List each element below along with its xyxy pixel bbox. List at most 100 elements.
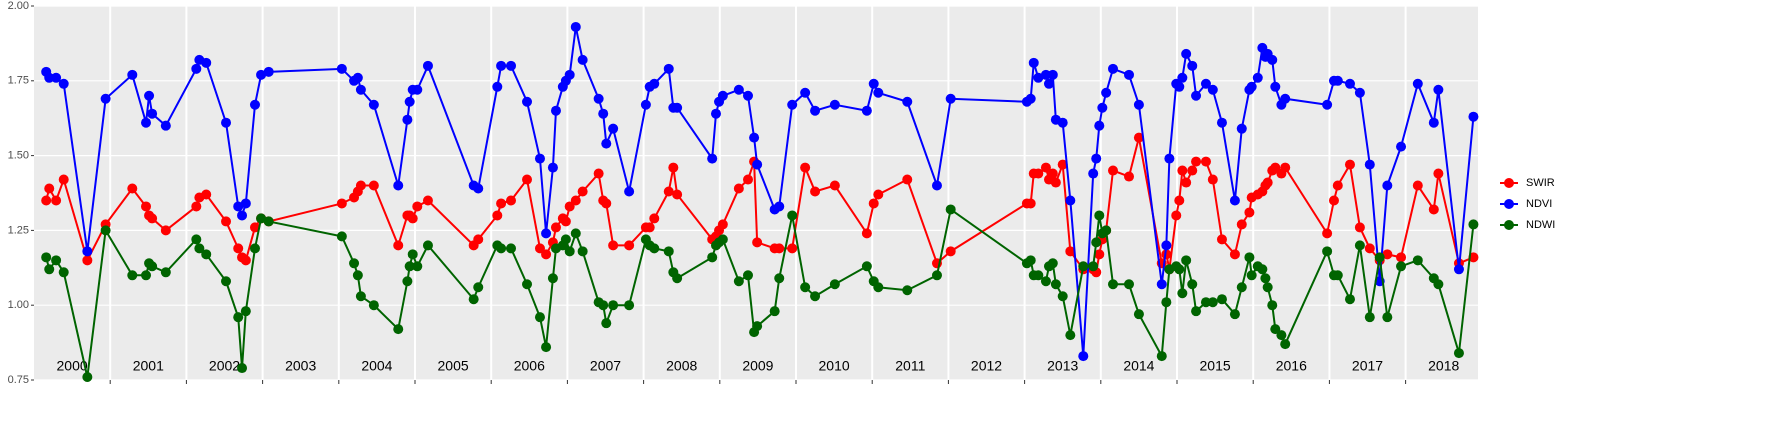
point xyxy=(1078,351,1089,362)
legend-marker xyxy=(1504,220,1514,230)
point xyxy=(1200,78,1211,89)
point xyxy=(624,186,635,197)
point xyxy=(1396,141,1407,152)
point xyxy=(1453,348,1464,359)
legend-marker xyxy=(1504,178,1514,188)
point xyxy=(1433,279,1444,290)
point xyxy=(1107,279,1118,290)
point xyxy=(1328,195,1339,206)
point xyxy=(1428,117,1439,128)
point xyxy=(368,99,379,110)
point xyxy=(1181,255,1192,266)
point xyxy=(1252,72,1263,83)
point xyxy=(598,108,609,119)
point xyxy=(787,99,798,110)
year-label: 2009 xyxy=(742,358,773,374)
point xyxy=(564,69,575,80)
year-label: 2004 xyxy=(361,358,392,374)
point xyxy=(800,87,811,98)
point xyxy=(810,186,821,197)
point xyxy=(522,174,533,185)
point xyxy=(233,312,244,323)
point xyxy=(873,189,884,200)
y-tick-label: 2.00 xyxy=(8,0,29,12)
year-label: 2008 xyxy=(666,358,697,374)
point xyxy=(945,246,956,257)
point xyxy=(44,72,55,83)
point xyxy=(1382,312,1393,323)
point xyxy=(1433,168,1444,179)
point xyxy=(336,231,347,242)
point xyxy=(1091,237,1102,248)
point xyxy=(577,246,588,257)
point xyxy=(1412,78,1423,89)
y-tick-label: 0.75 xyxy=(8,374,29,386)
point xyxy=(1267,54,1278,65)
point xyxy=(1236,123,1247,134)
point xyxy=(1412,180,1423,191)
y-tick-label: 1.75 xyxy=(8,75,29,87)
point xyxy=(191,201,202,212)
point xyxy=(51,195,62,206)
point xyxy=(1047,69,1058,80)
year-label: 2012 xyxy=(971,358,1002,374)
point xyxy=(1280,162,1291,173)
point xyxy=(336,198,347,209)
point xyxy=(1257,264,1268,275)
point xyxy=(422,195,433,206)
point xyxy=(787,210,798,221)
point xyxy=(1033,72,1044,83)
point xyxy=(1280,339,1291,350)
point xyxy=(127,270,138,281)
point xyxy=(672,273,683,284)
point xyxy=(752,237,763,248)
year-label: 2018 xyxy=(1428,358,1459,374)
point xyxy=(1107,63,1118,74)
point xyxy=(1065,330,1076,341)
point xyxy=(147,261,158,272)
point xyxy=(1187,279,1198,290)
point xyxy=(1033,168,1044,179)
year-label: 2015 xyxy=(1200,358,1231,374)
point xyxy=(1133,309,1144,320)
point xyxy=(1396,252,1407,263)
point xyxy=(51,72,62,83)
point xyxy=(256,213,267,224)
point xyxy=(191,234,202,245)
point xyxy=(263,216,274,227)
year-label: 2001 xyxy=(133,358,164,374)
point xyxy=(1453,264,1464,275)
point xyxy=(560,234,571,245)
point xyxy=(522,279,533,290)
point xyxy=(1057,159,1068,170)
point xyxy=(58,174,69,185)
point xyxy=(541,249,552,260)
point xyxy=(100,93,111,104)
point xyxy=(1181,177,1192,188)
point xyxy=(44,264,55,275)
point xyxy=(672,102,683,113)
point xyxy=(1191,90,1202,101)
point xyxy=(1207,297,1218,308)
point xyxy=(1322,99,1333,110)
point xyxy=(58,267,69,278)
point xyxy=(1322,228,1333,239)
point xyxy=(1332,270,1343,281)
point xyxy=(1040,69,1051,80)
point xyxy=(752,159,763,170)
point xyxy=(663,186,674,197)
point xyxy=(1174,81,1185,92)
point xyxy=(733,183,744,194)
point xyxy=(233,201,244,212)
point xyxy=(829,180,840,191)
point xyxy=(1344,294,1355,305)
point xyxy=(810,291,821,302)
point xyxy=(1382,249,1393,260)
point xyxy=(1364,312,1375,323)
point xyxy=(1101,87,1112,98)
point xyxy=(160,225,171,236)
point xyxy=(1191,306,1202,317)
year-label: 2014 xyxy=(1123,358,1154,374)
point xyxy=(249,222,260,233)
point xyxy=(1033,270,1044,281)
